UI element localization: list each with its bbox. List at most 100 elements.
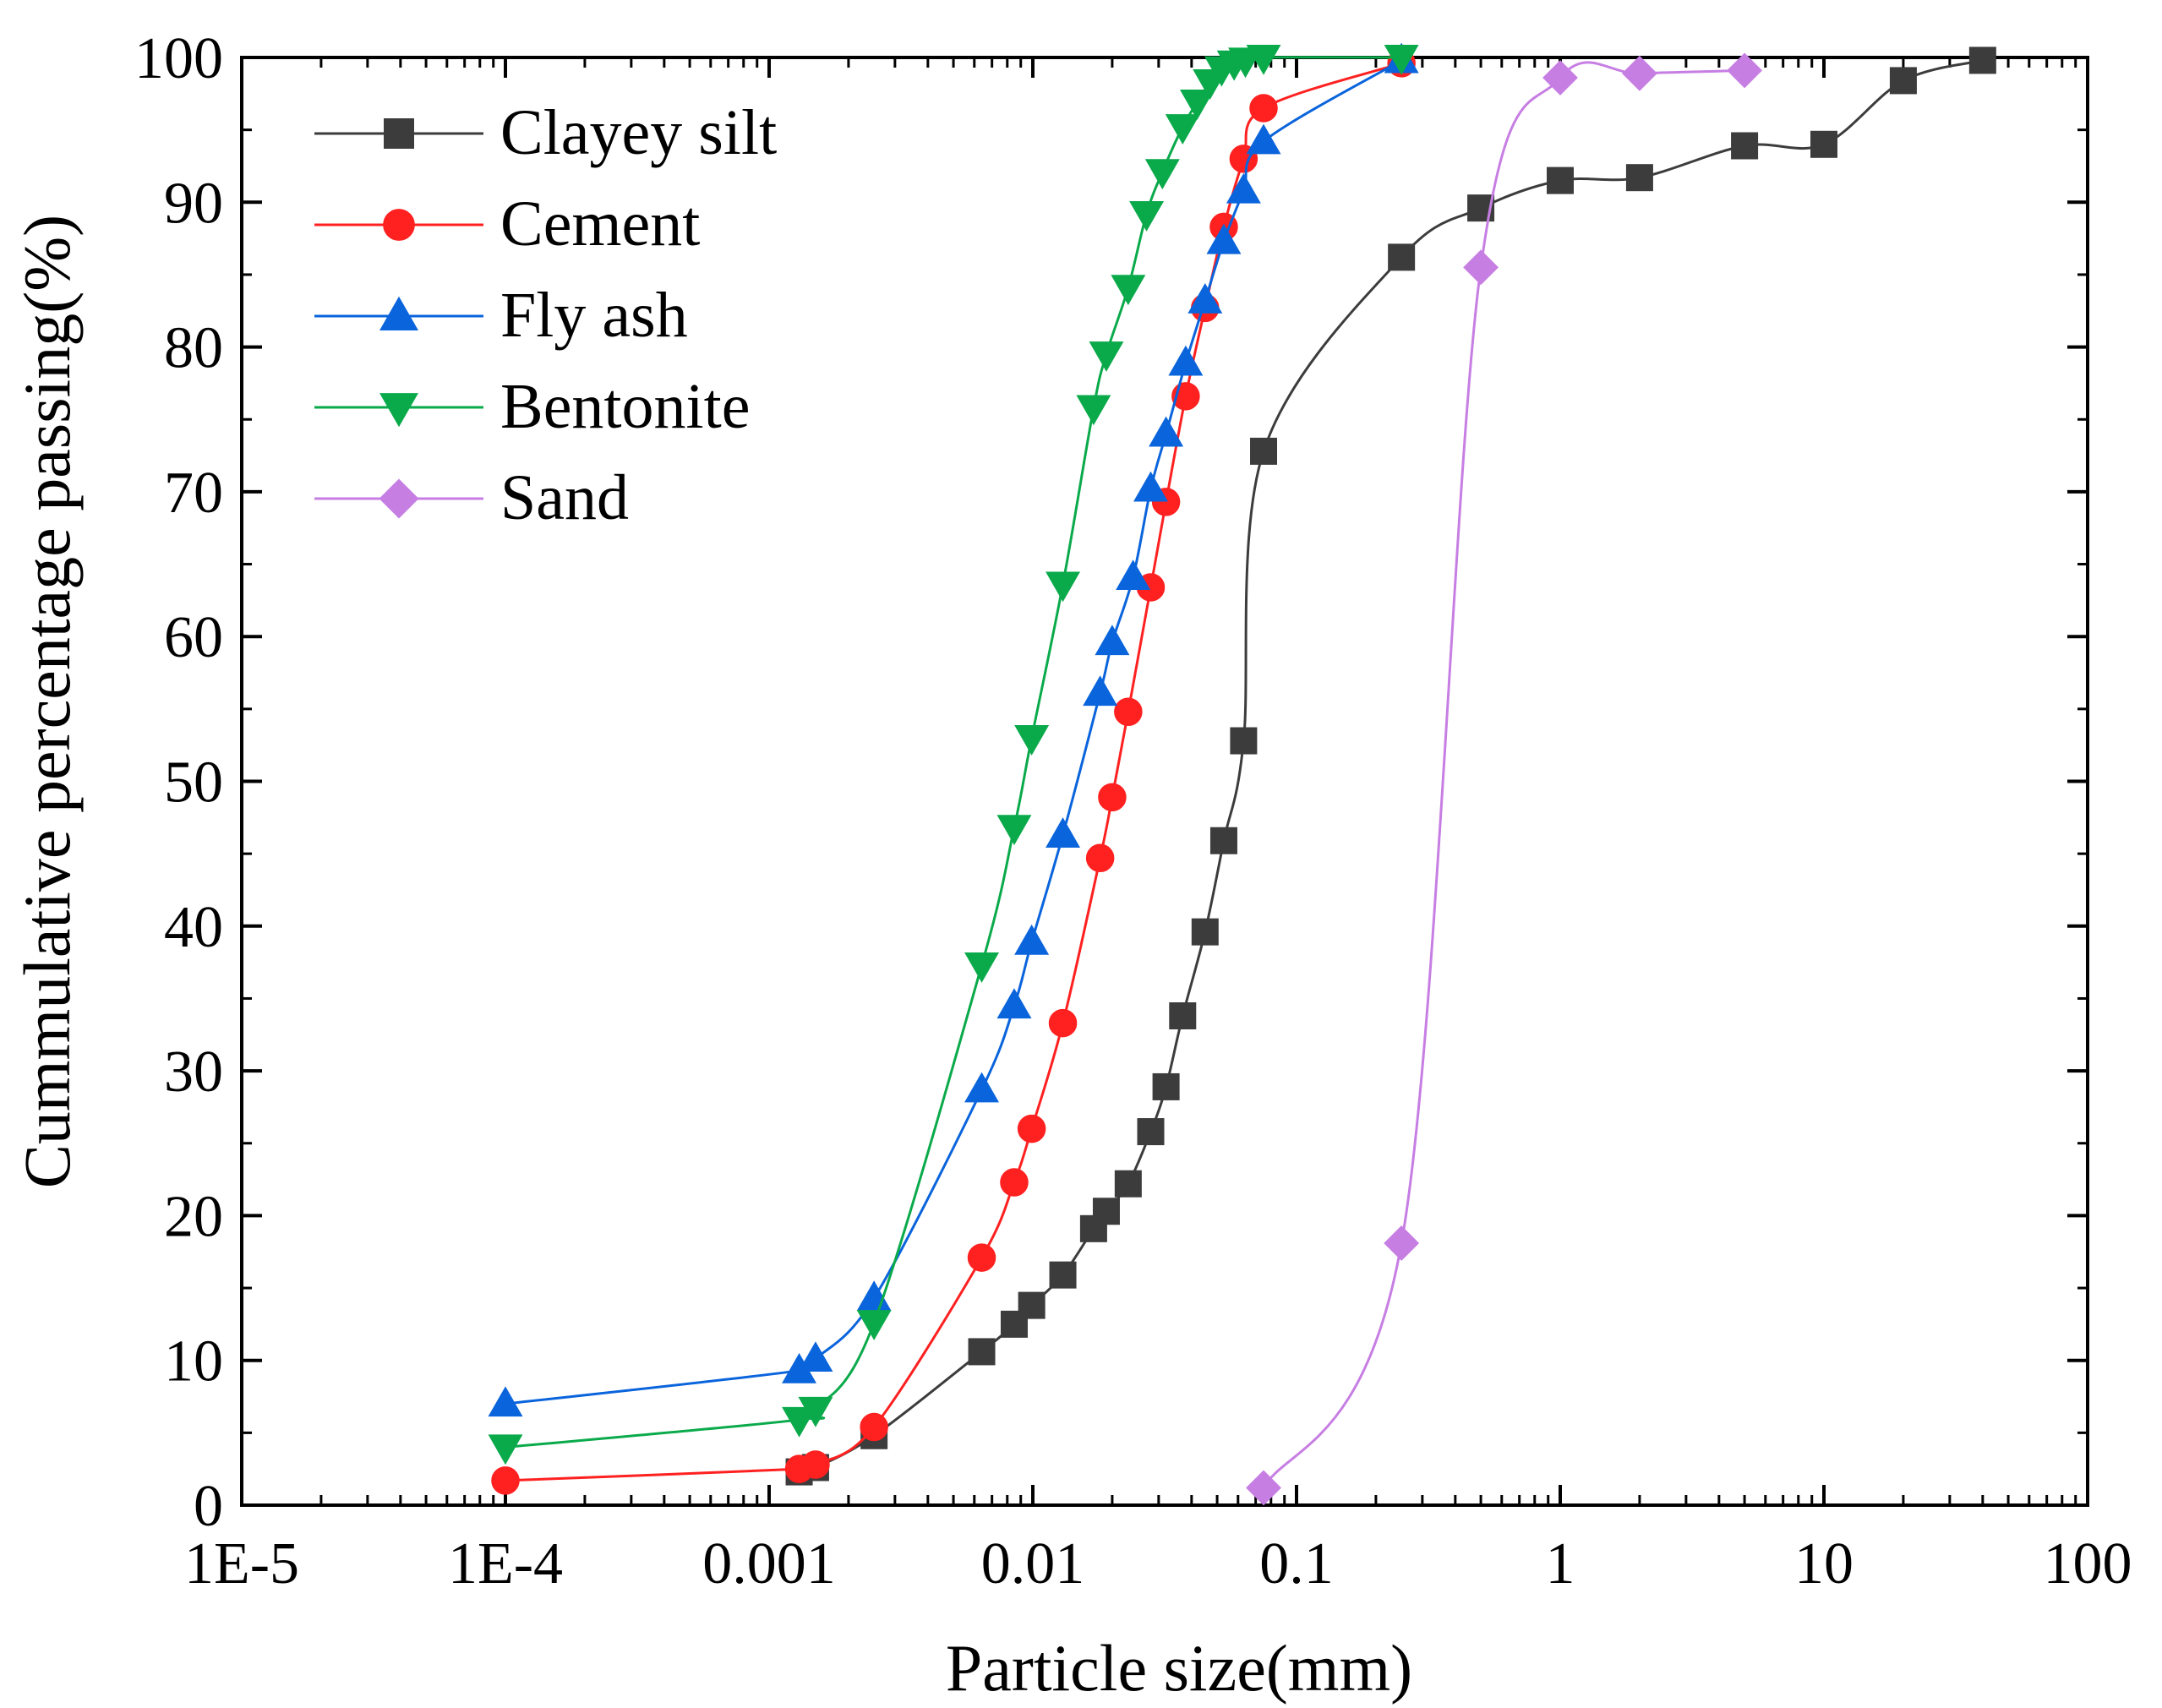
data-point	[1133, 471, 1168, 502]
data-point	[1095, 625, 1130, 656]
y-tick-label: 0	[194, 1474, 223, 1539]
series-layer	[488, 42, 1996, 1506]
data-point	[1249, 94, 1278, 123]
data-point	[1137, 1118, 1165, 1146]
legend-marker	[384, 118, 414, 149]
y-tick-label: 60	[164, 605, 223, 670]
data-point	[488, 1386, 523, 1417]
legend-item: Fly ash	[314, 280, 688, 351]
data-point	[1144, 159, 1180, 190]
y-tick-label: 70	[164, 461, 223, 526]
data-point	[1542, 60, 1578, 95]
data-point	[1000, 1168, 1029, 1197]
series-sand	[1246, 52, 1762, 1506]
y-tick-label: 10	[164, 1329, 223, 1394]
data-point	[1116, 559, 1151, 591]
data-point	[1114, 1170, 1142, 1198]
data-point	[1209, 827, 1237, 854]
x-tick-label: 0.001	[702, 1531, 836, 1596]
series-bentonite	[488, 44, 1419, 1465]
data-point	[1625, 164, 1653, 192]
data-point	[1114, 697, 1143, 727]
data-point	[1727, 52, 1762, 89]
data-point	[1168, 345, 1204, 376]
data-point	[1810, 130, 1837, 158]
data-point	[491, 1466, 520, 1495]
data-point	[856, 1280, 892, 1312]
x-tick-label: 1	[1546, 1531, 1575, 1596]
data-point	[1046, 571, 1081, 603]
series-cement	[491, 49, 1416, 1495]
legend-label: Clayey silt	[500, 97, 777, 168]
legend-marker	[379, 393, 418, 428]
legend: Clayey silt Cement Fly ash Bentonite Sand	[314, 97, 777, 533]
data-point	[856, 1310, 892, 1340]
data-point	[1092, 1198, 1120, 1225]
data-point	[798, 1396, 833, 1427]
series-fly-ash	[488, 42, 1419, 1417]
data-point	[860, 1412, 888, 1442]
data-point	[782, 1406, 817, 1438]
legend-label: Cement	[500, 188, 700, 259]
x-tick-label: 0.01	[981, 1531, 1085, 1596]
data-point	[1384, 1225, 1420, 1261]
y-tick-label: 40	[164, 895, 223, 960]
data-point	[1226, 172, 1261, 204]
data-point	[1731, 132, 1759, 160]
data-point	[1014, 725, 1050, 756]
legend-item: Sand	[314, 462, 629, 533]
data-point	[1230, 727, 1258, 755]
y-axis-label: Cummulative percentage passing(%)	[10, 215, 84, 1188]
data-point	[1206, 223, 1242, 254]
legend-item: Clayey silt	[314, 97, 777, 168]
data-point	[1179, 90, 1215, 120]
data-point	[1089, 341, 1124, 372]
data-point	[1085, 843, 1115, 873]
data-point	[1246, 1470, 1281, 1506]
y-tick-label: 30	[164, 1040, 223, 1105]
plot-frame	[240, 56, 2089, 1507]
series-line	[1262, 61, 1745, 1489]
data-point	[1191, 918, 1219, 946]
data-point	[1014, 924, 1050, 955]
series-clayey-silt	[785, 46, 1996, 1486]
data-point	[1384, 44, 1419, 75]
x-tick-label: 100	[2044, 1531, 2132, 1596]
data-point	[1968, 46, 1996, 74]
data-point	[967, 1243, 996, 1272]
data-point	[801, 1450, 830, 1479]
legend-marker	[379, 296, 418, 330]
axes-layer: 1E-5 1E-4 0.001 0.01 0.1 1 10 100 0 10 20 30 40 50 60 7…	[134, 26, 2132, 1596]
x-axis-label: Particle size(mm)	[946, 1631, 1412, 1705]
series-line	[505, 62, 1402, 1482]
data-point	[996, 815, 1032, 846]
data-point	[1246, 123, 1281, 155]
data-point	[1169, 1002, 1197, 1030]
series-line	[505, 59, 1402, 1405]
y-tick-label: 90	[164, 171, 223, 236]
data-point	[1048, 1008, 1078, 1038]
legend-label: Fly ash	[500, 280, 688, 351]
legend-item: Bentonite	[314, 371, 751, 442]
data-point	[964, 1072, 1000, 1103]
data-point	[1046, 817, 1081, 848]
x-tick-label: 0.1	[1259, 1531, 1334, 1596]
data-point	[1018, 1291, 1046, 1319]
series-line	[505, 56, 1402, 1449]
data-point	[1083, 675, 1118, 707]
data-point	[1111, 275, 1146, 306]
data-point	[1250, 437, 1278, 465]
data-point	[964, 952, 1000, 983]
data-point	[968, 1338, 996, 1366]
data-point	[1017, 1114, 1046, 1143]
legend-label: Sand	[500, 462, 629, 533]
data-point	[1149, 416, 1184, 447]
data-point	[1076, 395, 1111, 426]
data-point	[1129, 200, 1165, 232]
data-point	[1049, 1261, 1077, 1289]
legend-marker	[383, 209, 415, 241]
y-tick-label: 20	[164, 1184, 223, 1249]
data-point	[488, 1434, 523, 1465]
data-point	[1165, 114, 1200, 145]
data-point	[1547, 166, 1574, 194]
